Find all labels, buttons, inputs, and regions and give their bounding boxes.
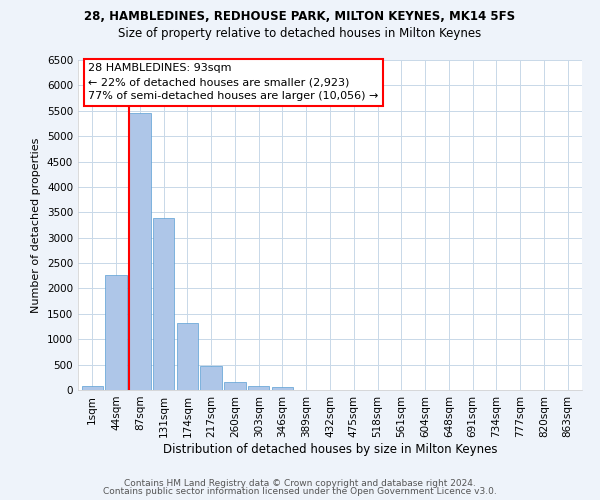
Text: Contains HM Land Registry data © Crown copyright and database right 2024.: Contains HM Land Registry data © Crown c… [124,478,476,488]
Text: Contains public sector information licensed under the Open Government Licence v3: Contains public sector information licen… [103,487,497,496]
Bar [129,113,151,390]
Text: 28, HAMBLEDINES, REDHOUSE PARK, MILTON KEYNES, MK14 5FS: 28, HAMBLEDINES, REDHOUSE PARK, MILTON K… [85,10,515,23]
Bar [82,386,103,390]
Bar [153,218,174,390]
X-axis label: Distribution of detached houses by size in Milton Keynes: Distribution of detached houses by size … [163,442,497,456]
Bar [248,386,269,390]
Text: 28 HAMBLEDINES: 93sqm
← 22% of detached houses are smaller (2,923)
77% of semi-d: 28 HAMBLEDINES: 93sqm ← 22% of detached … [88,64,379,102]
Bar [176,324,198,390]
Bar [106,275,127,390]
Bar [200,366,222,390]
Bar [224,382,245,390]
Y-axis label: Number of detached properties: Number of detached properties [31,138,41,312]
Bar [272,387,293,390]
Text: Size of property relative to detached houses in Milton Keynes: Size of property relative to detached ho… [118,28,482,40]
